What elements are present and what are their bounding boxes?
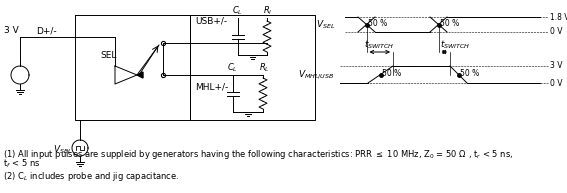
Text: 0 V: 0 V — [550, 79, 562, 87]
Text: 50 %: 50 % — [460, 69, 480, 79]
Text: $R_l$: $R_l$ — [263, 4, 272, 17]
Text: $C_L$: $C_L$ — [227, 62, 238, 74]
Text: $V_{MHL/USB}$: $V_{MHL/USB}$ — [298, 68, 335, 81]
Text: 50 %: 50 % — [441, 19, 460, 29]
Text: $t_{SWITCH}$: $t_{SWITCH}$ — [441, 38, 471, 51]
Text: $V_{SEL}$: $V_{SEL}$ — [316, 18, 335, 31]
Text: 3 V: 3 V — [4, 26, 19, 35]
Text: (1) All input pulses are suppleid by generators having the following characteris: (1) All input pulses are suppleid by gen… — [3, 148, 513, 161]
Text: 50 %: 50 % — [383, 69, 402, 79]
Text: USB+/-: USB+/- — [195, 17, 227, 26]
Text: SEL: SEL — [100, 51, 116, 60]
Text: 50 %: 50 % — [369, 19, 388, 29]
Text: t$_f$ < 5 ns: t$_f$ < 5 ns — [3, 157, 40, 169]
Text: $R_L$: $R_L$ — [259, 62, 270, 74]
Text: $t_{SWITCH}$: $t_{SWITCH}$ — [365, 38, 395, 51]
Text: 0 V: 0 V — [550, 27, 562, 36]
Polygon shape — [137, 72, 143, 78]
Text: D+/-: D+/- — [36, 26, 57, 35]
Text: (2) C$_L$ includes probe and jig capacitance.: (2) C$_L$ includes probe and jig capacit… — [3, 170, 179, 183]
Text: $C_L$: $C_L$ — [232, 4, 243, 17]
Text: $V_{SEL}$: $V_{SEL}$ — [53, 144, 73, 156]
Text: 1.8 V: 1.8 V — [550, 13, 567, 21]
Text: 3 V: 3 V — [550, 62, 562, 70]
Text: MHL+/-: MHL+/- — [195, 82, 229, 91]
